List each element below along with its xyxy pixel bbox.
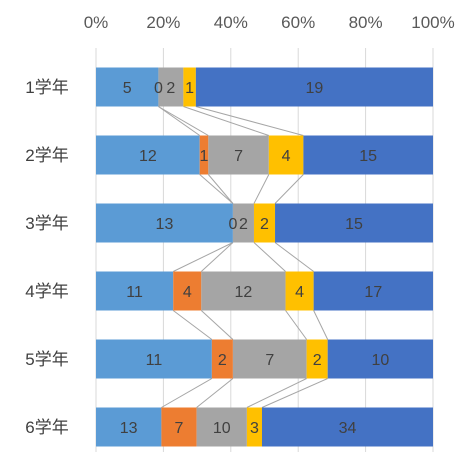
bar-segment bbox=[196, 407, 247, 447]
data-label: 10 bbox=[371, 352, 389, 369]
bar-segment bbox=[246, 407, 262, 447]
data-label: 4 bbox=[282, 148, 291, 165]
category-label: 2学年 bbox=[25, 146, 68, 165]
data-label: 12 bbox=[139, 148, 157, 165]
series-line bbox=[261, 378, 328, 408]
series-line bbox=[313, 310, 329, 340]
data-label: 2 bbox=[239, 216, 248, 233]
series-line bbox=[246, 378, 307, 408]
bar-segment bbox=[158, 67, 184, 107]
series-line bbox=[196, 378, 234, 408]
x-tick-label: 0% bbox=[84, 13, 109, 32]
data-label: 4 bbox=[295, 284, 304, 301]
series-line bbox=[199, 174, 234, 204]
bar-segment bbox=[232, 203, 254, 243]
series-line bbox=[161, 378, 213, 408]
bar-segment bbox=[173, 271, 202, 311]
data-label: 34 bbox=[339, 420, 357, 437]
data-label: 2 bbox=[218, 352, 227, 369]
data-label: 17 bbox=[364, 284, 382, 301]
data-label: 2 bbox=[260, 216, 269, 233]
bar-segment bbox=[253, 203, 276, 243]
series-line bbox=[207, 174, 234, 204]
data-label: 5 bbox=[123, 80, 132, 97]
data-label: 7 bbox=[265, 352, 274, 369]
data-label: 3 bbox=[250, 420, 259, 437]
series-line bbox=[173, 242, 234, 272]
series-line bbox=[158, 106, 209, 136]
data-label: 10 bbox=[213, 420, 231, 437]
data-label: 7 bbox=[175, 420, 184, 437]
bar-segment bbox=[313, 271, 433, 311]
category-labels: 1学年 2学年 3学年 4学年 5学年 6学年 bbox=[25, 78, 68, 437]
bar-segment bbox=[211, 339, 233, 379]
category-label: 6学年 bbox=[25, 418, 68, 437]
series-line bbox=[183, 106, 269, 136]
bar-segment bbox=[327, 339, 433, 379]
series-line bbox=[274, 174, 304, 204]
bar-segment bbox=[275, 203, 433, 243]
data-label: 7 bbox=[234, 148, 243, 165]
bar-segment bbox=[96, 135, 200, 175]
category-label: 5学年 bbox=[25, 350, 68, 369]
data-label: 15 bbox=[345, 216, 363, 233]
bar-segment bbox=[183, 67, 196, 107]
category-label: 3学年 bbox=[25, 214, 68, 233]
x-tick-label: 80% bbox=[349, 13, 383, 32]
data-label: 13 bbox=[120, 420, 138, 437]
series-lines bbox=[158, 106, 329, 408]
gridlines bbox=[95, 48, 434, 452]
bar-segment bbox=[96, 271, 174, 311]
data-label: 0 bbox=[154, 80, 163, 97]
data-label: 1 bbox=[200, 148, 209, 165]
bar-segment bbox=[96, 339, 212, 379]
data-label: 11 bbox=[146, 352, 163, 369]
data-label: 12 bbox=[235, 284, 253, 301]
series-line bbox=[200, 242, 234, 272]
bar-segment bbox=[261, 407, 433, 447]
data-label: 4 bbox=[183, 284, 192, 301]
bar-segment bbox=[201, 271, 286, 311]
data-label: 13 bbox=[156, 216, 174, 233]
bar-segment bbox=[199, 135, 209, 175]
category-label: 1学年 bbox=[25, 78, 68, 97]
bar-segment bbox=[96, 203, 233, 243]
series-line bbox=[274, 242, 314, 272]
bar-segment bbox=[195, 67, 433, 107]
category-label: 4学年 bbox=[25, 282, 68, 301]
data-label: 11 bbox=[126, 284, 143, 301]
series-line bbox=[285, 310, 308, 340]
series-line bbox=[172, 310, 213, 340]
data-label: 19 bbox=[306, 80, 324, 97]
bar-segment bbox=[232, 339, 307, 379]
bars bbox=[96, 67, 433, 447]
bar-segment bbox=[306, 339, 328, 379]
series-line bbox=[195, 106, 304, 136]
series-line bbox=[200, 310, 234, 340]
series-line bbox=[253, 174, 270, 204]
data-label: 2 bbox=[166, 80, 175, 97]
bar-segment bbox=[285, 271, 314, 311]
bar-segment bbox=[208, 135, 269, 175]
x-axis-ticks: 0% 20% 40% 60% 80% 100% bbox=[84, 13, 455, 32]
data-label: 2 bbox=[313, 352, 322, 369]
x-tick-label: 60% bbox=[281, 13, 315, 32]
x-tick-label: 20% bbox=[146, 13, 180, 32]
x-tick-label: 100% bbox=[411, 13, 454, 32]
x-tick-label: 40% bbox=[214, 13, 248, 32]
bar-segment bbox=[96, 67, 159, 107]
data-label: 15 bbox=[359, 148, 377, 165]
data-label: 1 bbox=[185, 80, 194, 97]
series-line bbox=[253, 242, 286, 272]
data-label: 0 bbox=[228, 216, 237, 233]
bar-segment bbox=[303, 135, 433, 175]
bar-segment bbox=[96, 407, 162, 447]
bar-segment bbox=[161, 407, 197, 447]
bar-segment bbox=[268, 135, 304, 175]
series-line bbox=[158, 106, 200, 136]
